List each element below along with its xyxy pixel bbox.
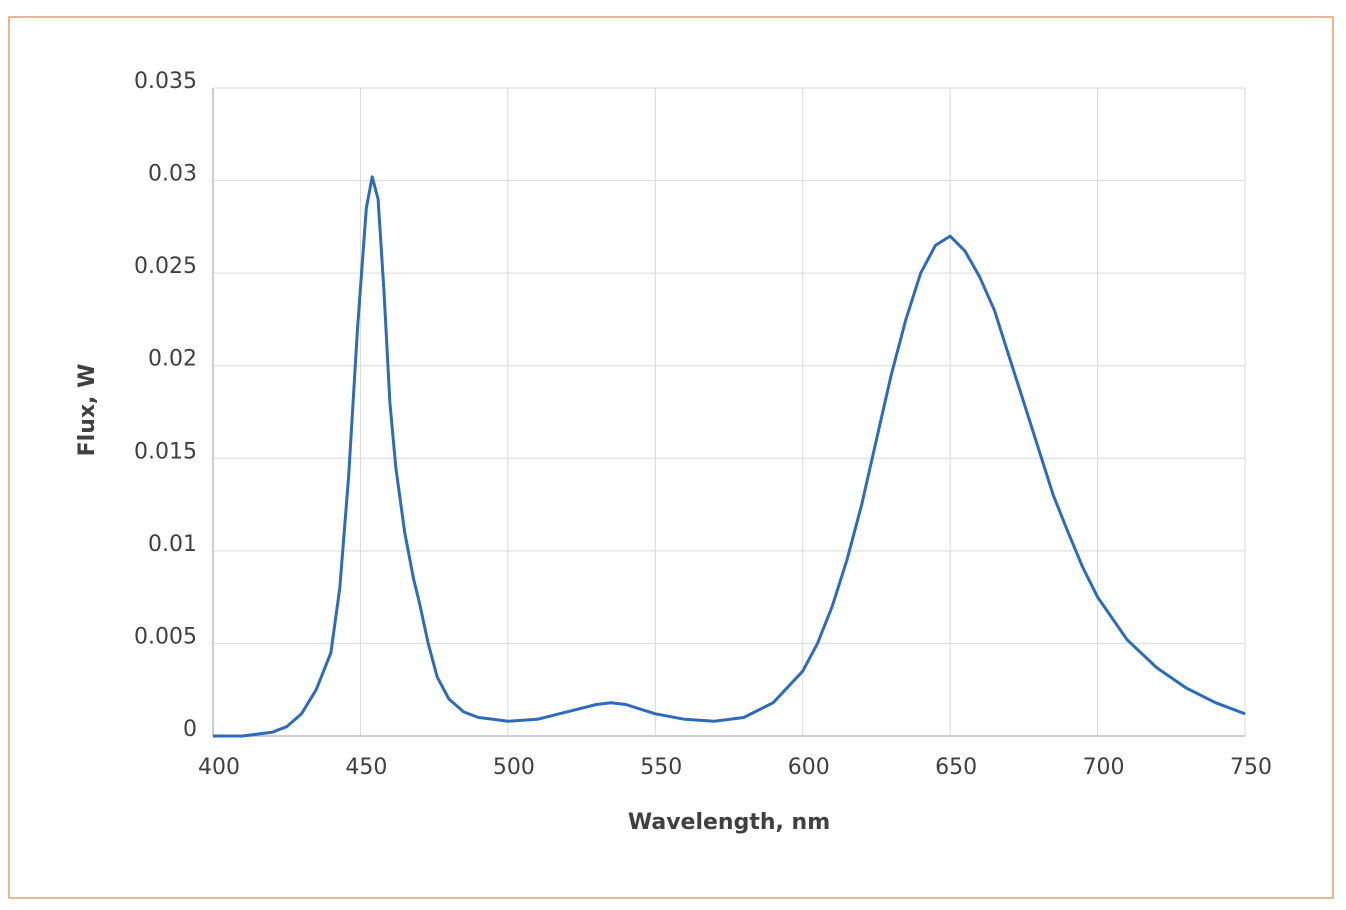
y-tick-label: 0.015 [134,439,197,464]
x-tick-label: 650 [935,755,977,780]
y-tick-label: 0.02 [148,347,197,372]
x-tick-label: 700 [1083,755,1125,780]
x-tick-label: 500 [493,755,535,780]
x-axis-title: Wavelength, nm [628,810,830,835]
x-tick-label: 550 [640,755,682,780]
y-axis-title: Flux, W [75,364,100,457]
frame [8,16,1334,899]
y-tick-label: 0.03 [148,162,197,187]
x-tick-label: 750 [1230,755,1272,780]
y-tick-label: 0.035 [134,69,197,94]
y-tick-label: 0.01 [148,532,197,557]
x-tick-label: 600 [788,755,830,780]
x-tick-label: 400 [198,755,240,780]
y-tick-label: 0.005 [134,624,197,649]
x-tick-label: 450 [345,755,387,780]
y-tick-label: 0 [183,717,197,742]
y-tick-label: 0.025 [134,254,197,279]
data-line [213,175,1246,738]
